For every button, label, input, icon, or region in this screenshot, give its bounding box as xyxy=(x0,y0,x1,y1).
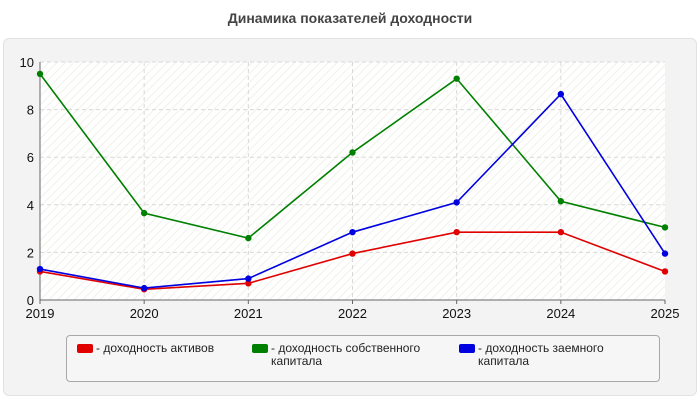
x-tick-label: 2022 xyxy=(338,306,367,321)
data-point[interactable] xyxy=(36,70,44,78)
x-tick-label: 2020 xyxy=(130,306,159,321)
y-tick-label: 4 xyxy=(27,198,34,213)
series-2 xyxy=(36,90,669,292)
series-lines xyxy=(36,70,669,293)
legend-item-equity[interactable]: - доходность собственного капитала xyxy=(252,342,447,368)
legend-swatch-assets xyxy=(77,344,93,353)
data-point[interactable] xyxy=(661,268,669,275)
y-tick-label: 0 xyxy=(27,293,34,308)
y-tick-label: 2 xyxy=(27,245,34,260)
y-tick-label: 8 xyxy=(27,103,34,118)
x-tick-label: 2019 xyxy=(26,306,55,321)
data-point[interactable] xyxy=(245,234,252,242)
legend-label-assets: - доходность активов xyxy=(96,341,215,355)
x-tick-label: 2025 xyxy=(651,306,680,321)
data-point[interactable] xyxy=(453,199,460,206)
data-point[interactable] xyxy=(36,265,44,273)
data-point[interactable] xyxy=(453,75,460,82)
data-point[interactable] xyxy=(557,90,565,98)
data-point[interactable] xyxy=(245,280,252,287)
y-tick-label: 10 xyxy=(20,55,34,70)
legend-label-equity: - доходность собственного капитала xyxy=(271,341,421,368)
legend-item-debt[interactable]: - доходность заемного капитала xyxy=(459,342,649,368)
legend-item-assets[interactable]: - доходность активов xyxy=(77,342,247,355)
legend-label-debt: - доходность заемного капитала xyxy=(478,341,604,368)
chart-title: Динамика показателей доходности xyxy=(227,10,473,26)
data-point[interactable] xyxy=(245,275,252,282)
legend-swatch-equity xyxy=(252,344,268,353)
data-point[interactable] xyxy=(349,228,356,236)
series-1 xyxy=(36,70,669,242)
x-tick-label: 2023 xyxy=(442,306,471,321)
axes xyxy=(39,62,666,304)
legend-swatch-debt xyxy=(459,344,475,353)
x-tick-label: 2021 xyxy=(234,306,263,321)
data-point[interactable] xyxy=(661,250,669,257)
data-point[interactable] xyxy=(557,198,565,205)
data-point[interactable] xyxy=(349,149,356,156)
data-point[interactable] xyxy=(661,224,669,231)
data-point[interactable] xyxy=(349,250,356,257)
data-point[interactable] xyxy=(557,228,565,236)
data-point[interactable] xyxy=(140,209,148,217)
legend: - доходность активов - доходность собств… xyxy=(66,335,660,382)
data-point[interactable] xyxy=(140,284,148,292)
x-tick-labels: 2019 2020 2021 2022 2023 2024 2025 xyxy=(26,306,680,321)
y-tick-labels: 0 2 4 6 8 10 xyxy=(20,55,34,308)
y-tick-label: 6 xyxy=(27,150,34,165)
data-point[interactable] xyxy=(453,228,460,236)
x-tick-label: 2024 xyxy=(546,306,575,321)
grid-lines xyxy=(40,61,665,300)
